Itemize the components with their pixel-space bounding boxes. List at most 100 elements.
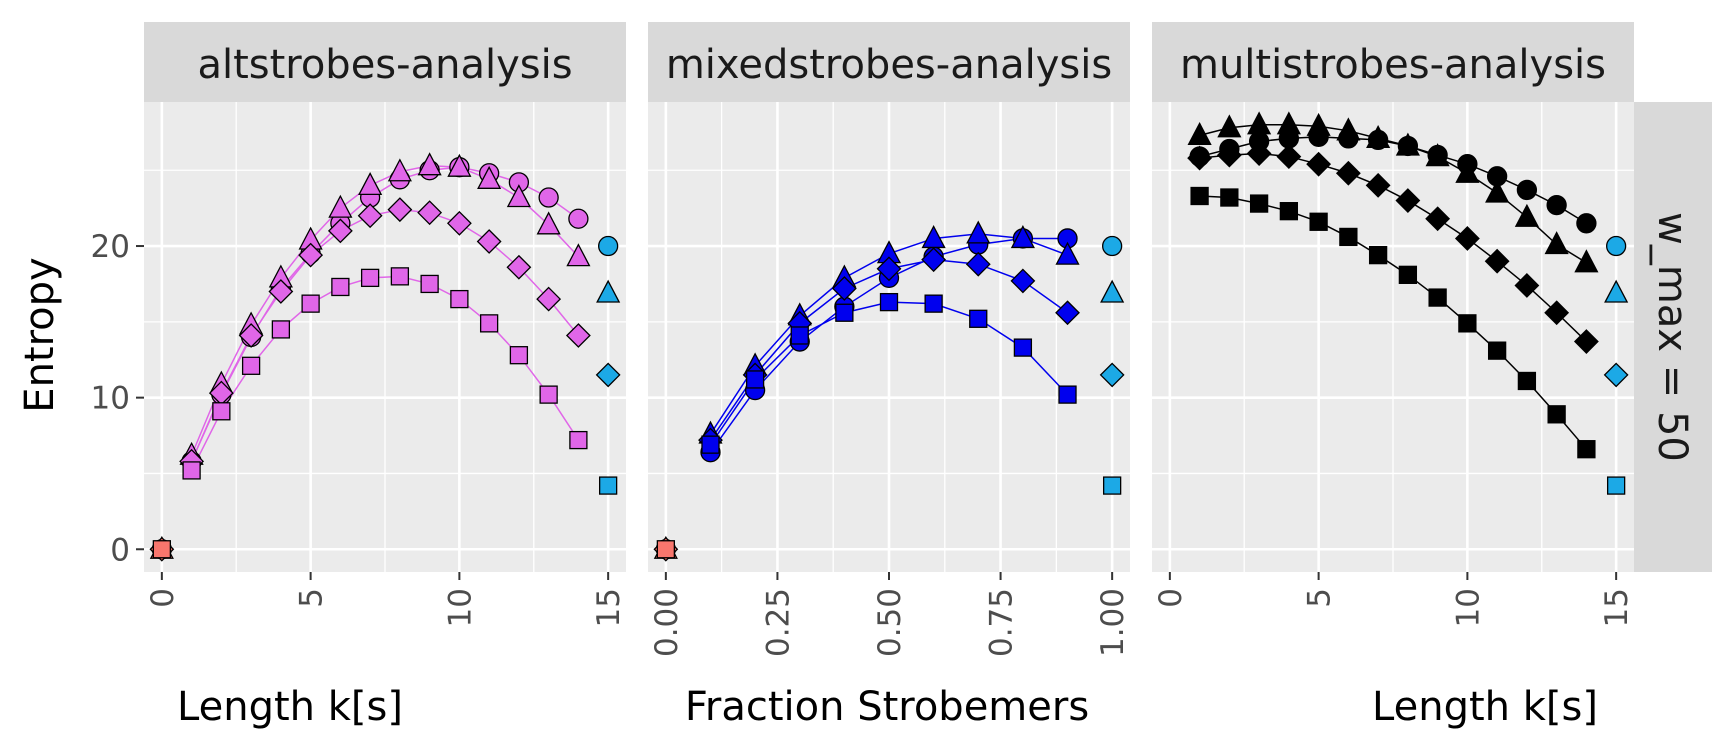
x-tick-label: 1.00 <box>1095 588 1131 657</box>
data-point-triangle <box>1306 112 1331 136</box>
data-point-square <box>1013 338 1033 357</box>
x-tick-label: 0.50 <box>872 588 908 657</box>
data-point-triangle <box>1366 124 1391 149</box>
reference-point-triangle <box>1604 279 1629 303</box>
data-point-diamond <box>1484 248 1510 274</box>
data-point-diamond <box>1573 329 1599 354</box>
x-tick-label: 0 <box>1153 588 1189 608</box>
data-point-square <box>569 430 588 450</box>
data-point-square <box>1547 405 1566 424</box>
data-point-diamond <box>1246 141 1272 166</box>
data-point-diamond <box>446 210 472 236</box>
data-point-diamond <box>1216 142 1242 168</box>
reference-point-square <box>152 540 172 559</box>
data-point-square <box>1458 314 1477 333</box>
data-point-diamond <box>357 203 383 229</box>
data-point-triangle <box>1187 121 1212 146</box>
row-strip-background <box>1634 102 1712 572</box>
strip-background-altstrobes <box>144 22 626 102</box>
data-point-square <box>1220 188 1239 207</box>
data-point-diamond <box>1395 188 1421 213</box>
reference-point-circle <box>1605 235 1627 257</box>
plot-area-multistrobes: 0 5 10 15 <box>1152 102 1635 627</box>
data-point-square <box>212 402 231 421</box>
x-tick-label: 5 <box>294 588 330 608</box>
data-point-circle <box>1516 179 1538 201</box>
data-point-square <box>879 292 899 312</box>
reference-point-circle <box>1101 235 1123 257</box>
data-point-diamond <box>1454 226 1480 251</box>
data-point-square <box>1428 288 1447 307</box>
data-point-square <box>182 461 201 480</box>
data-point-square <box>509 346 529 365</box>
data-point-square <box>745 370 765 389</box>
data-point-triangle <box>1276 111 1301 135</box>
strip-label-multistrobes: multistrobes-analysis <box>1180 42 1606 88</box>
reference-point-square <box>1606 476 1626 495</box>
data-point-diamond <box>1010 268 1036 294</box>
data-point-triangle <box>1055 241 1080 265</box>
data-point-triangle <box>417 152 442 176</box>
data-point-circle <box>538 187 559 208</box>
reference-point-diamond <box>1603 362 1629 388</box>
data-point-diamond <box>965 251 991 277</box>
reference-point-triangle <box>596 279 621 303</box>
data-point-circle <box>568 208 589 229</box>
panel-mixedstrobes: mixedstrobes-analysis 0.00 0.25 0.50 0.75 1.… <box>648 22 1131 730</box>
data-point-square <box>1190 186 1209 206</box>
data-point-triangle <box>566 243 591 267</box>
data-point-diamond <box>268 279 294 304</box>
data-point-triangle <box>1010 225 1035 249</box>
data-point-diamond <box>387 197 413 223</box>
x-tick-label: 15 <box>591 588 627 627</box>
data-point-square <box>1577 440 1596 459</box>
data-point-triangle <box>1217 114 1242 138</box>
data-point-square <box>420 274 439 294</box>
data-point-triangle <box>966 220 991 244</box>
plot-area-mixedstrobes: 0.00 0.25 0.50 0.75 1.00 <box>648 102 1131 657</box>
data-point-diamond <box>1055 300 1080 326</box>
x-tick-label: 15 <box>1599 588 1635 627</box>
data-point-triangle <box>1544 231 1569 255</box>
data-point-diamond <box>417 200 443 226</box>
data-point-triangle <box>1574 249 1599 273</box>
reference-point-square <box>1102 476 1122 495</box>
data-point-square <box>1398 265 1418 284</box>
data-point-square <box>1339 227 1358 247</box>
data-point-square <box>1517 371 1537 391</box>
data-point-diamond <box>1365 172 1391 198</box>
y-tick-label: 20 <box>91 229 130 265</box>
data-point-diamond <box>921 247 947 273</box>
data-point-diamond <box>1276 144 1302 169</box>
data-point-square <box>360 268 380 288</box>
data-point-square <box>1368 245 1388 265</box>
data-point-triangle <box>1247 111 1272 135</box>
data-point-diamond <box>1306 151 1332 177</box>
x-axis-title-altstrobes: Length k[s] <box>177 684 403 730</box>
data-point-diamond <box>506 254 532 280</box>
y-tick-label: 10 <box>91 381 130 417</box>
panel-multistrobes: multistrobes-analysis 0 5 10 15 Length k[s] <box>1152 22 1635 730</box>
data-point-triangle <box>477 165 502 189</box>
data-point-diamond <box>238 323 264 348</box>
data-point-diamond <box>876 256 902 282</box>
data-point-square <box>539 385 558 404</box>
data-point-square <box>701 435 720 454</box>
data-point-diamond <box>298 242 324 268</box>
data-point-square <box>1249 194 1269 213</box>
data-point-square <box>271 320 291 339</box>
data-point-diamond <box>1425 206 1451 232</box>
data-point-triangle <box>1425 143 1450 167</box>
data-point-triangle <box>1395 132 1420 156</box>
y-tick-label: 0 <box>110 532 130 568</box>
data-point-square <box>301 294 320 313</box>
data-point-square <box>1487 341 1507 360</box>
data-point-diamond <box>476 229 502 254</box>
strip-label-mixedstrobes: mixedstrobes-analysis <box>666 42 1112 88</box>
data-point-triangle <box>1514 203 1539 227</box>
data-point-square <box>479 314 499 333</box>
reference-point-triangle <box>1100 279 1125 303</box>
row-strip-label: w_max = 50 <box>1649 212 1695 462</box>
y-axis-title: Entropy <box>17 257 63 412</box>
x-tick-label: 5 <box>1302 588 1338 608</box>
